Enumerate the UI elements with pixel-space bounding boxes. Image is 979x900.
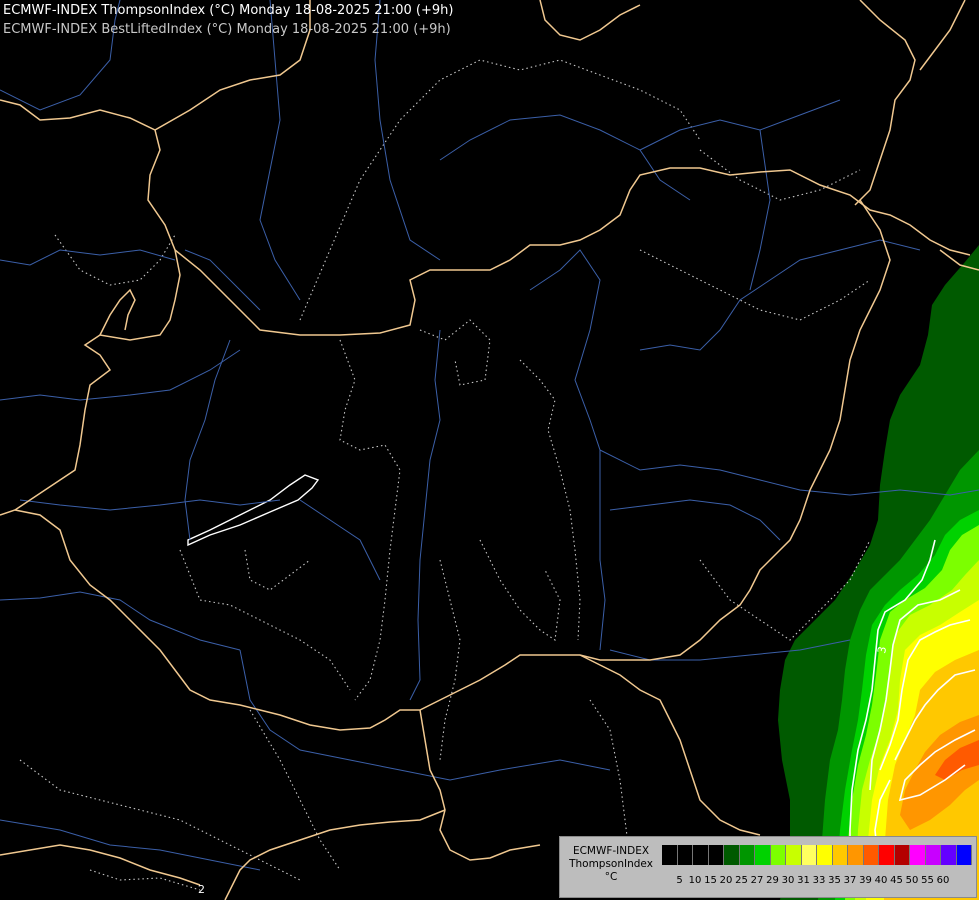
legend-tick-label: 30 [781, 875, 795, 886]
contour-label-3: 3 [875, 645, 889, 654]
legend-model: ECMWF-INDEX [572, 845, 650, 857]
legend-swatch [801, 845, 817, 865]
legend-tick-label: 33 [812, 875, 826, 886]
legend-tick-label: 5 [676, 875, 683, 886]
legend-swatch [863, 845, 879, 865]
legend-unit: °C [604, 871, 618, 883]
legend-parameter: ThompsonIndex [569, 858, 653, 870]
legend-swatch [693, 845, 709, 865]
legend-swatch [879, 845, 895, 865]
legend-tick-label: 25 [735, 875, 748, 886]
legend-tick-label: 45 [890, 875, 903, 886]
legend-swatch [832, 845, 848, 865]
legend-swatches [662, 845, 972, 865]
rivers [0, 0, 979, 871]
legend-tick-label: 20 [719, 875, 733, 886]
legend-tick-label: 35 [828, 875, 841, 886]
legend-tick-label: 10 [688, 875, 702, 886]
legend-swatch [755, 845, 771, 865]
legend-ticks: 5 10 15 20 25 27 29 30 31 33 35 37 39 40 45 50 55 60 [662, 875, 979, 889]
legend-tick-label: 55 [921, 875, 934, 886]
legend-swatch [894, 845, 910, 865]
legend-swatch [677, 845, 693, 865]
legend-tick-label: 31 [797, 875, 810, 886]
legend-tick-label: 29 [766, 875, 779, 886]
index-shading [778, 245, 979, 900]
legend-swatch [662, 845, 678, 865]
legend-swatch [786, 845, 802, 865]
contour-label-2: 2 [198, 883, 205, 896]
legend-swatch [739, 845, 755, 865]
legend-swatch [925, 845, 941, 865]
legend-tick-label: 40 [874, 875, 888, 886]
title-thompson-index: ECMWF-INDEX ThompsonIndex (°C) Monday 18… [3, 3, 454, 18]
legend-tick-label: 50 [905, 875, 919, 886]
legend-swatch [956, 845, 972, 865]
legend-tick-label: 37 [843, 875, 857, 886]
shade-red-orange [935, 740, 979, 780]
title-best-lifted-index: ECMWF-INDEX BestLiftedIndex (°C) Monday … [3, 22, 451, 37]
legend-swatch [848, 845, 864, 865]
legend-tick-label: 27 [750, 875, 764, 886]
legend-swatch [708, 845, 724, 865]
legend-swatch [910, 845, 926, 865]
legend-label: ECMWF-INDEX ThompsonIndex °C [562, 845, 660, 884]
dotted-contours [19, 59, 871, 891]
legend-tick-label: 15 [704, 875, 717, 886]
color-legend: ECMWF-INDEX ThompsonIndex °C 5 10 15 20 25 27… [559, 836, 977, 898]
legend-tick-label: 60 [936, 875, 950, 886]
legend-swatch [724, 845, 740, 865]
legend-swatch [770, 845, 786, 865]
legend-swatch [817, 845, 833, 865]
legend-swatch [941, 845, 957, 865]
legend-tick-label: 39 [859, 875, 872, 886]
